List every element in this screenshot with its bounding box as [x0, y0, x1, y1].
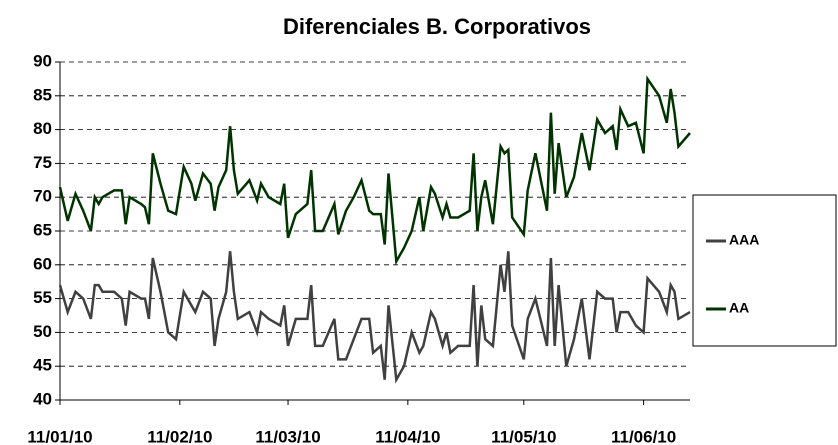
x-tick-label: 11/01/10 — [27, 427, 92, 445]
x-tick-label: 11/05/10 — [491, 427, 556, 445]
y-tick-label: 55 — [33, 288, 52, 307]
y-tick-label: 85 — [33, 85, 52, 104]
x-tick-label: 11/06/10 — [611, 427, 676, 445]
series-line — [58, 251, 691, 384]
y-tick-label: 90 — [33, 51, 52, 70]
legend-box — [692, 194, 837, 347]
y-tick-label: 50 — [33, 322, 52, 341]
series-line — [58, 75, 691, 266]
legend-label: AA — [729, 300, 749, 316]
legend-label: AAA — [729, 232, 759, 248]
x-tick-label: 11/02/10 — [147, 427, 212, 445]
x-tick-label: 11/03/10 — [255, 427, 320, 445]
chart-title: Diferenciales B. Corporativos — [283, 14, 591, 39]
y-tick-label: 60 — [33, 254, 52, 273]
x-tick-label: 11/04/10 — [375, 427, 440, 445]
y-tick-label: 65 — [33, 220, 52, 239]
y-tick-label: 70 — [33, 187, 52, 206]
y-tick-label: 45 — [33, 356, 52, 375]
y-tick-label: 75 — [33, 153, 52, 172]
y-tick-label: 80 — [33, 119, 52, 138]
y-tick-label: 40 — [33, 389, 52, 408]
